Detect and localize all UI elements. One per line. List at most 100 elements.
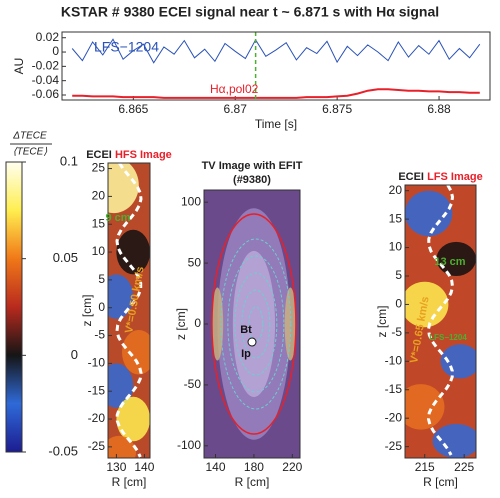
axis-marker: [247, 337, 257, 347]
y-tick-label: -10: [88, 356, 106, 370]
y-tick-label: -10: [385, 353, 403, 367]
y-tick-label: 15: [92, 216, 106, 230]
x-tick-label: 6.865: [118, 102, 148, 116]
image-blob: [108, 163, 139, 214]
y-tick-label: 0.02: [36, 30, 60, 44]
panel-subtitle: (#9380): [233, 174, 271, 186]
y-tick-label: -5: [94, 328, 105, 342]
image: [204, 190, 300, 458]
y-tick-label: -100: [177, 438, 201, 452]
x-axis-label: Time [s]: [255, 117, 297, 131]
y-tick-label: 5: [98, 272, 105, 286]
x-tick-label: 215: [415, 460, 435, 474]
image: [108, 163, 150, 458]
colorbar: [5, 161, 23, 453]
image-blob: [211, 287, 224, 361]
panel-title-main: ECEI: [398, 171, 424, 183]
image-blob: [432, 423, 476, 458]
annotation: Bt: [240, 324, 252, 336]
series-line: [71, 38, 481, 64]
y-tick-label: -50: [184, 377, 202, 391]
main-title: KSTAR # 9380 ECEI signal near t ~ 6.871 …: [61, 4, 439, 20]
y-tick-label: -15: [385, 382, 403, 396]
y-tick-label: -20: [88, 411, 106, 425]
x-tick-label: 140: [206, 460, 226, 474]
annotation: LFS−1204: [429, 333, 467, 342]
y-tick-label: -0.04: [32, 73, 60, 87]
panel-title: TV Image with EFIT: [202, 160, 303, 172]
image-blob: [405, 384, 445, 430]
y-tick-label: 5: [395, 268, 402, 282]
y-tick-label: 10: [389, 240, 403, 254]
y-axis-label: z [cm]: [80, 295, 94, 327]
y-tick-label: 0: [52, 44, 59, 58]
y-tick-label: 20: [92, 189, 106, 203]
y-tick-label: 0: [194, 316, 201, 330]
colorbar-tick-label: 0.1: [60, 153, 78, 168]
image-blob: [436, 241, 476, 276]
annotation: 13 cm: [434, 256, 465, 268]
image-blob: [116, 396, 150, 442]
y-tick-label: -0.06: [32, 87, 60, 101]
legend-label: LFS−1204: [94, 39, 159, 55]
x-tick-label: 225: [454, 460, 474, 474]
panel-title: ECEI HFS Image: [86, 149, 172, 161]
y-tick-label: -0.02: [32, 59, 60, 73]
panel-title-main: ECEI: [86, 149, 112, 161]
colorbar-tick-label: -0.05: [48, 443, 78, 458]
y-tick-label: 10: [92, 244, 106, 258]
y-tick-label: 20: [389, 183, 403, 197]
x-axis-label: R [cm]: [235, 475, 270, 489]
x-tick-label: 220: [282, 460, 302, 474]
panel-title-highlight: HFS Image: [115, 149, 172, 161]
x-tick-label: 140: [134, 460, 154, 474]
y-tick-label: -25: [88, 439, 106, 453]
y-axis-label: z [cm]: [174, 308, 188, 340]
image: [405, 185, 476, 458]
x-axis-label: R [cm]: [112, 475, 147, 489]
colorbar-tick-label: 0: [71, 347, 78, 362]
y-tick-label: 25: [92, 161, 106, 175]
image-blob: [108, 274, 134, 319]
y-tick-label: 15: [389, 211, 403, 225]
colorbar-label: ΔTECE: [12, 131, 47, 142]
y-tick-label: -20: [385, 410, 403, 424]
x-tick-label: 6.87: [224, 102, 248, 116]
island-boundary: [426, 185, 455, 456]
y-tick-label: 0: [98, 300, 105, 314]
colorbar-tick-label: 0.05: [53, 250, 78, 265]
colorbar-label: ⟨TECE⟩: [13, 147, 48, 158]
y-axis-label: AU: [12, 58, 26, 75]
separatrix: [211, 213, 297, 435]
y-axis-label: z [cm]: [375, 306, 389, 338]
image-blob: [405, 190, 453, 237]
image-frame: [107, 162, 151, 459]
x-tick-label: 6.875: [322, 102, 352, 116]
island-boundary: [115, 163, 143, 458]
y-tick-label: 50: [188, 255, 202, 269]
flux-surface: [220, 238, 292, 410]
plot-frame: [61, 31, 491, 101]
panel-title-highlight: LFS Image: [427, 171, 483, 183]
series-line: [72, 88, 480, 99]
annotation: Ip: [241, 348, 251, 360]
image-blob: [405, 281, 449, 328]
image-blob: [122, 329, 150, 375]
flux-surface: [227, 255, 285, 393]
panel-title: ECEI LFS Image: [398, 171, 482, 183]
image-blob: [440, 344, 476, 379]
x-tick-label: 130: [106, 460, 126, 474]
y-tick-label: 0: [395, 297, 402, 311]
annotation: 9 cm: [105, 212, 130, 224]
y-tick-label: -5: [391, 325, 402, 339]
x-axis-label: R [cm]: [423, 475, 458, 489]
y-tick-label: -15: [88, 383, 106, 397]
image-blob: [116, 229, 150, 275]
y-tick-label: -25: [385, 439, 403, 453]
flux-surface: [241, 289, 271, 359]
x-tick-label: 180: [244, 460, 264, 474]
y-tick-label: 100: [181, 194, 201, 208]
x-tick-label: 6.88: [427, 102, 451, 116]
image-blob: [232, 250, 276, 398]
